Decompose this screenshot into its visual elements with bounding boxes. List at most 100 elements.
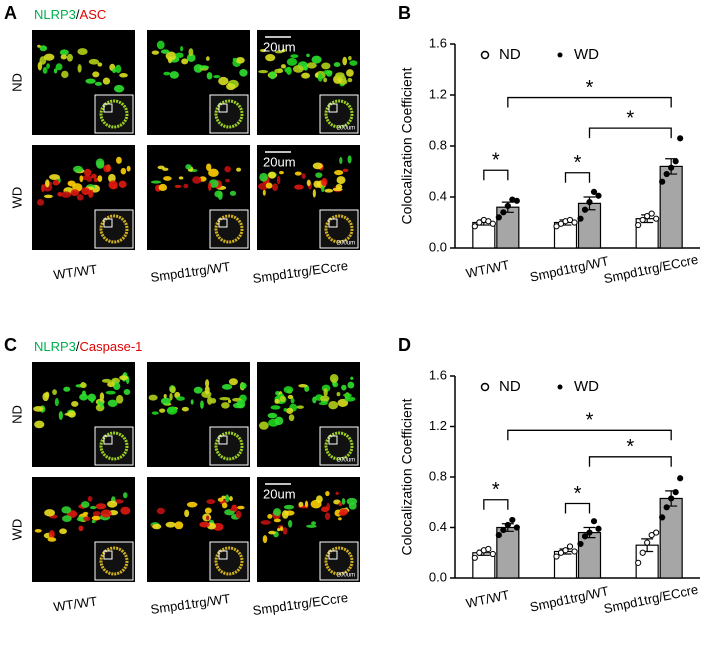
fluorescence: [341, 384, 347, 391]
column-label: Smpd1trg/ECcre: [252, 590, 349, 618]
data-point: [581, 206, 589, 213]
significance-label: *: [492, 479, 500, 501]
data-point: [581, 533, 589, 540]
fluorescence: [37, 61, 43, 71]
fluorescence: [77, 64, 82, 73]
fluorescence: [183, 183, 189, 189]
data-point: [635, 221, 642, 229]
fluorescence: [42, 183, 53, 192]
data-point: [500, 526, 507, 534]
fluorescence: [60, 54, 68, 60]
fluorescence: [235, 510, 242, 519]
fluorescence: [258, 421, 269, 430]
y-tick-label: 0.0: [429, 239, 447, 254]
fluorescence: [78, 525, 84, 532]
fluorescence: [276, 528, 281, 532]
fluorescence: [160, 397, 171, 405]
fluorescence: [347, 77, 353, 83]
fluorescence: [227, 399, 232, 404]
fluorescence: [224, 165, 231, 173]
fluorescence: [63, 386, 71, 392]
fluorescence: [290, 397, 295, 404]
inset-vessel: [99, 431, 129, 461]
panel-title: NLRP3/ASC: [34, 7, 106, 22]
fluorescence: [61, 70, 69, 79]
data-point: [577, 215, 584, 222]
fluorescence: [53, 68, 58, 74]
inset-vessel: [99, 214, 129, 244]
fluorescence: [323, 77, 328, 83]
fluorescence: [213, 74, 221, 79]
data-point: [663, 170, 670, 178]
fluorescence: [76, 194, 84, 201]
panel-letter: D: [398, 335, 411, 355]
fluorescence: [218, 76, 229, 86]
fluorescence: [301, 173, 306, 179]
data-point: [504, 521, 511, 529]
fluorescence: [123, 389, 131, 396]
fluorescence: [167, 56, 173, 64]
fluorescence: [159, 408, 166, 413]
legend-label: ND: [499, 378, 521, 395]
fluorescence: [240, 382, 247, 390]
fluorescence: [204, 507, 212, 514]
y-tick-label: 1.2: [429, 418, 447, 433]
data-point: [653, 529, 660, 536]
fluorescence: [108, 180, 118, 190]
data-point: [485, 218, 492, 225]
title-part: ASC: [80, 7, 107, 22]
fluorescence: [304, 500, 309, 508]
fluorescence: [107, 399, 118, 408]
fluorescence: [344, 396, 356, 402]
x-tick-label: Smpd1trg/ECcre: [602, 252, 699, 287]
fluorescence: [58, 411, 63, 420]
fluorescence: [105, 390, 116, 395]
fluorescence: [123, 492, 128, 499]
fluorescence: [112, 68, 117, 74]
fluorescence: [281, 48, 286, 53]
fluorescence: [126, 165, 131, 172]
data-point: [513, 197, 520, 204]
fluorescence: [328, 401, 339, 410]
fluorescence: [61, 506, 72, 514]
fluorescence: [323, 388, 328, 397]
fluorescence: [206, 72, 213, 80]
fluorescence: [44, 391, 50, 399]
data-point: [504, 202, 511, 210]
fluorescence: [34, 528, 42, 533]
fluorescence: [52, 389, 57, 395]
fluorescence: [235, 56, 245, 64]
fluorescence: [37, 199, 45, 206]
fluorescence: [107, 500, 118, 508]
data-point: [553, 223, 560, 230]
fluorescence: [268, 171, 276, 179]
fluorescence: [169, 71, 179, 79]
fluorescence: [181, 58, 189, 65]
fluorescence: [83, 516, 91, 522]
fluorescence: [311, 55, 322, 64]
fluorescence: [113, 84, 125, 93]
data-point: [495, 531, 502, 539]
fluorescence: [43, 194, 53, 199]
title-part: Caspase-1: [80, 339, 143, 354]
fluorescence: [116, 156, 122, 164]
inset-box: [103, 218, 113, 228]
legend-label: ND: [499, 46, 521, 63]
fluorescence: [156, 40, 165, 50]
fluorescence: [336, 176, 346, 185]
significance-label: *: [574, 152, 582, 174]
fluorescence: [156, 507, 165, 515]
column-label: WT/WT: [52, 261, 98, 282]
fluorescence: [232, 57, 237, 62]
fluorescence: [229, 190, 237, 196]
column-label: WT/WT: [52, 593, 98, 614]
y-axis-label: Colocalization Coefficient: [399, 398, 415, 555]
significance-bracket: [507, 96, 672, 108]
fluorescence: [181, 406, 189, 412]
fluorescence: [221, 495, 226, 500]
fluorescence: [262, 535, 268, 544]
fluorescence: [267, 514, 273, 519]
fluorescence: [206, 56, 210, 61]
fluorescence: [325, 490, 330, 497]
